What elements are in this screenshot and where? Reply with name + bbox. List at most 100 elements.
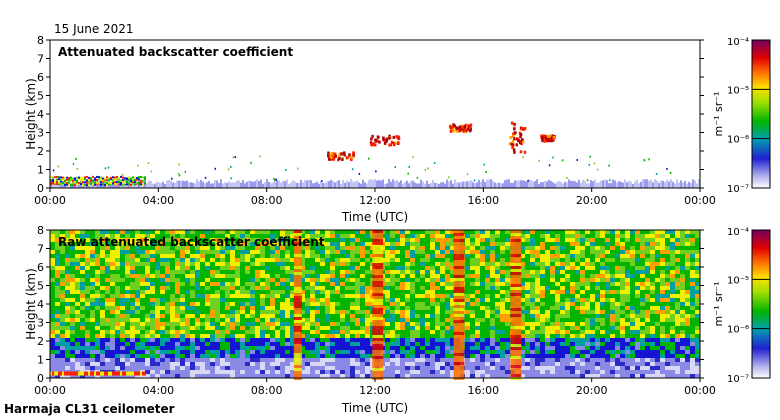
surface-layer-cell xyxy=(600,180,602,188)
noise-cell xyxy=(480,302,485,306)
noise-cell xyxy=(310,242,315,246)
noise-cell xyxy=(315,342,320,346)
cloud-cell xyxy=(328,157,331,161)
noise-cell xyxy=(195,242,200,246)
noise-cell xyxy=(440,318,445,322)
colorbar-gradient xyxy=(751,39,771,189)
noise-cell xyxy=(70,234,75,238)
noise-cell xyxy=(580,354,585,358)
noise-cell xyxy=(545,330,550,334)
noise-cell xyxy=(130,234,135,238)
noise-cell xyxy=(415,338,420,342)
noise-cell xyxy=(690,286,695,290)
noise-cell xyxy=(565,278,570,282)
noise-cell xyxy=(495,242,500,246)
noise-cell xyxy=(530,354,535,358)
noise-cell xyxy=(250,242,255,246)
noise-cell xyxy=(130,338,135,342)
noise-cell xyxy=(120,290,125,294)
noise-cell xyxy=(85,290,90,294)
noise-cell xyxy=(385,322,390,326)
noise-cell xyxy=(655,262,660,266)
noise-cell xyxy=(395,294,400,298)
noise-cell xyxy=(660,326,665,330)
noise-cell xyxy=(160,306,165,310)
noise-cell xyxy=(415,350,420,354)
noise-cell xyxy=(95,350,100,354)
noise-cell xyxy=(265,298,270,302)
noise-cell xyxy=(290,258,295,262)
noise-cell xyxy=(215,250,220,254)
noise-cell xyxy=(75,326,80,330)
noise-cell xyxy=(220,310,225,314)
noise-cell xyxy=(475,246,480,250)
noise-cell xyxy=(645,298,650,302)
surface-layer-cell xyxy=(676,179,678,188)
noise-cell xyxy=(180,314,185,318)
noise-cell xyxy=(275,322,280,326)
noise-cell xyxy=(665,274,670,278)
noise-cell xyxy=(425,294,430,298)
noise-cell xyxy=(540,270,545,274)
noise-cell xyxy=(285,298,290,302)
noise-cell xyxy=(120,354,125,358)
noise-cell xyxy=(270,302,275,306)
noise-cell xyxy=(500,342,505,346)
noise-cell xyxy=(365,330,370,334)
noise-cell xyxy=(190,318,195,322)
noise-cell xyxy=(410,246,415,250)
noise-cell xyxy=(390,306,395,310)
noise-cell xyxy=(225,342,230,346)
noise-cell xyxy=(240,230,245,234)
noise-cell xyxy=(365,302,370,306)
noise-cell xyxy=(360,310,365,314)
noise-cell xyxy=(690,314,695,318)
noise-cell xyxy=(205,302,210,306)
date-label: 15 June 2021 xyxy=(54,22,134,36)
noise-cell xyxy=(350,302,355,306)
noise-cell xyxy=(560,270,565,274)
noise-cell xyxy=(360,254,365,258)
noise-cell xyxy=(245,326,250,330)
noise-cell xyxy=(495,278,500,282)
noise-cell xyxy=(115,322,120,326)
speck xyxy=(57,165,60,168)
noise-cell xyxy=(205,234,210,238)
noise-cell xyxy=(245,246,250,250)
noise-cell xyxy=(250,290,255,294)
noise-cell xyxy=(215,342,220,346)
noise-cell xyxy=(155,238,160,242)
noise-cell xyxy=(165,270,170,274)
noise-cell xyxy=(670,230,675,234)
boundary-layer-cell xyxy=(70,178,72,181)
noise-cell xyxy=(185,258,190,262)
noise-cell xyxy=(625,314,630,318)
noise-cell xyxy=(605,246,610,250)
surface-layer-cell xyxy=(308,179,310,188)
noise-cell xyxy=(195,254,200,258)
noise-cell xyxy=(600,350,605,354)
noise-cell xyxy=(440,298,445,302)
noise-cell xyxy=(640,262,645,266)
noise-cell xyxy=(210,318,215,322)
noise-cell xyxy=(90,338,95,342)
noise-cell xyxy=(365,254,370,258)
noise-cell xyxy=(305,266,310,270)
noise-cell xyxy=(650,338,655,342)
noise-cell xyxy=(495,302,500,306)
surface-layer-cell xyxy=(164,183,166,188)
noise-cell xyxy=(250,234,255,238)
noise-cell xyxy=(420,310,425,314)
cloud-cell xyxy=(461,125,465,129)
noise-cell xyxy=(405,330,410,334)
noise-cell xyxy=(155,230,160,234)
noise-cell xyxy=(175,230,180,234)
noise-cell xyxy=(435,342,440,346)
noise-cell xyxy=(665,350,670,354)
noise-cell xyxy=(690,350,695,354)
noise-cell xyxy=(310,310,315,314)
noise-cell xyxy=(235,250,240,254)
noise-cell xyxy=(665,314,670,318)
noise-cell xyxy=(260,234,265,238)
noise-cell xyxy=(350,246,355,250)
